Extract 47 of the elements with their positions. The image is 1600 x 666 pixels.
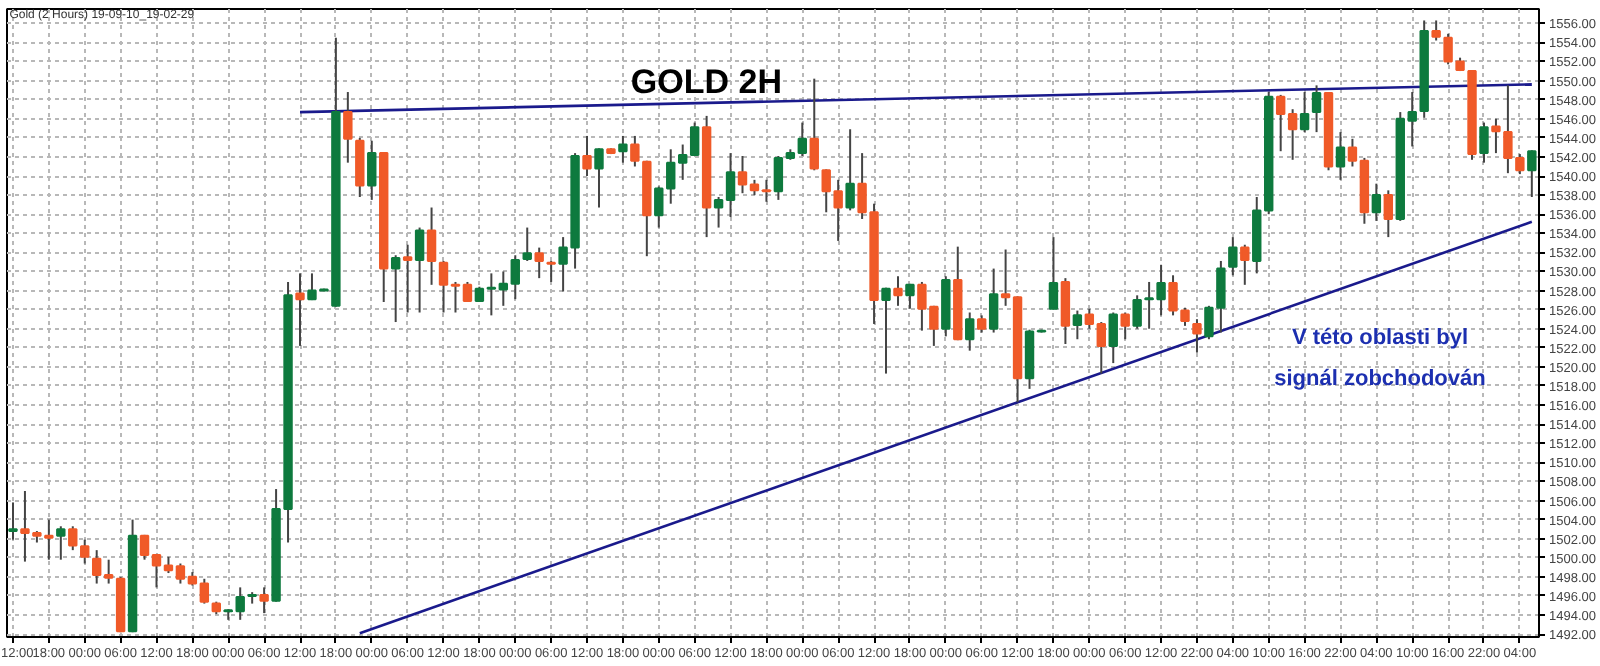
candlestick	[618, 134, 628, 164]
candlestick	[1383, 189, 1394, 239]
candlestick	[355, 136, 365, 199]
candlestick	[426, 206, 437, 286]
candlestick	[905, 282, 915, 310]
candlestick	[534, 246, 544, 280]
candlestick	[1060, 277, 1071, 345]
candlestick	[402, 243, 413, 314]
candlestick	[881, 286, 891, 375]
candlestick	[259, 586, 269, 615]
candlestick	[1371, 182, 1382, 222]
candlestick	[56, 525, 66, 561]
candlestick	[1299, 91, 1310, 134]
annotation: signál zobchodován	[1274, 367, 1487, 392]
candlestick	[414, 226, 425, 314]
candlestick	[80, 538, 90, 565]
candlestick	[845, 128, 855, 212]
candlestick	[1228, 236, 1238, 277]
candlestick	[367, 139, 377, 201]
candlestick	[1335, 131, 1346, 181]
candlestick	[390, 254, 401, 324]
candlestick	[1311, 84, 1322, 134]
candlestick	[343, 91, 353, 164]
candlestick	[1431, 19, 1441, 42]
candlestick	[8, 501, 18, 541]
candlestick	[295, 272, 305, 347]
candlestick	[594, 147, 604, 209]
candlestick	[809, 77, 819, 172]
candlestick	[546, 259, 556, 283]
candlestick	[582, 134, 592, 178]
annotation: V této oblasti byl	[1291, 326, 1469, 351]
candlestick	[1192, 318, 1202, 354]
candlestick	[1479, 121, 1489, 164]
candlestick	[1527, 149, 1537, 199]
candlestick	[68, 525, 78, 552]
candlestick	[893, 275, 903, 307]
text: GOLD 2H	[630, 62, 782, 101]
candlestick	[1120, 311, 1130, 341]
candlestick	[1048, 236, 1059, 311]
candlestick	[965, 311, 975, 352]
candlestick	[988, 267, 999, 334]
candlestick	[1132, 294, 1142, 330]
candlestick	[522, 226, 532, 262]
candlestick	[1108, 311, 1118, 365]
candlestick	[1240, 243, 1250, 286]
candlestick	[1072, 309, 1083, 341]
candlestick	[1491, 117, 1501, 155]
